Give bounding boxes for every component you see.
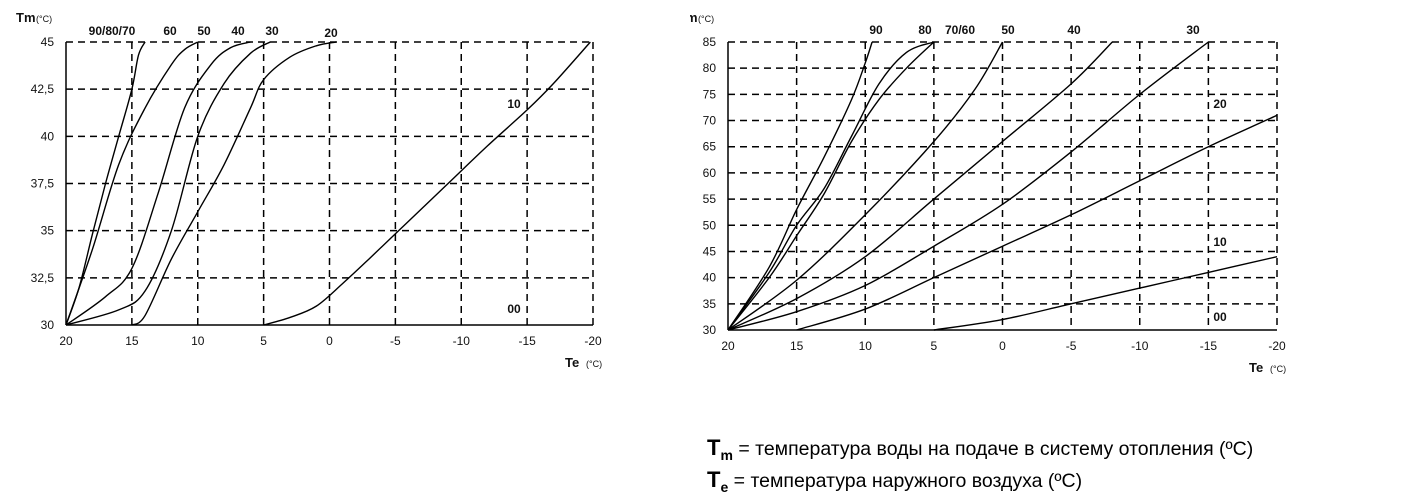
y-tick-label: 40 <box>41 129 55 143</box>
y-tick-label: 30 <box>703 323 717 337</box>
curve-30 <box>727 41 1209 331</box>
curve-label: 90/80/70 <box>89 24 136 38</box>
y-tick-label: 55 <box>703 192 717 206</box>
y-tick-label: 45 <box>41 35 55 49</box>
x-tick-label: 0 <box>326 334 333 348</box>
x-tick-label: 10 <box>859 339 873 353</box>
legend-te: Te = температура наружного воздуха (ºC) <box>707 467 1083 495</box>
curve-label: 10 <box>507 97 521 111</box>
y-tick-label: 75 <box>703 87 717 101</box>
x-tick-label: 5 <box>260 334 267 348</box>
curve-label: 30 <box>1186 23 1200 37</box>
curve-50 <box>65 41 251 326</box>
curve-label: 20 <box>1213 97 1227 111</box>
curve-60 <box>65 41 199 326</box>
curve-40 <box>65 41 271 326</box>
x-tick-label: -5 <box>390 334 401 348</box>
y-tick-label: 45 <box>703 244 717 258</box>
x-tick-label: 0 <box>999 339 1006 353</box>
x-tick-label: -20 <box>584 334 602 348</box>
x-tick-label: 20 <box>721 339 735 353</box>
x-tick-label: 15 <box>790 339 804 353</box>
curve-30 <box>131 41 337 326</box>
x-axis-unit: (°C) <box>1270 364 1286 374</box>
curve-label: 50 <box>1001 23 1015 37</box>
heating-curve-chart-right: 20 15 10 5 0 -5 -10 -15 -20303540455055606570758… <box>690 10 1286 375</box>
y-tick-label: 65 <box>703 140 717 154</box>
curve-10 <box>933 256 1278 331</box>
legend: Tm = температура воды на подаче в систем… <box>707 433 1253 497</box>
x-axis-label: Te <box>565 355 579 370</box>
y-tick-label: 70 <box>703 114 717 128</box>
curve-label: 00 <box>507 302 521 316</box>
y-tick-label: 35 <box>41 224 55 238</box>
curve-label: 00 <box>1213 310 1227 324</box>
y-tick-label: 85 <box>703 35 717 49</box>
x-axis-unit: (°C) <box>586 359 602 369</box>
x-tick-label: 10 <box>191 334 205 348</box>
curve-20 <box>796 114 1278 331</box>
y-tick-label: 30 <box>41 318 55 332</box>
x-tick-label: 15 <box>125 334 139 348</box>
legend-tm: Tm = температура воды на подаче в систем… <box>707 435 1254 463</box>
y-axis-unit: (°C) <box>36 14 52 24</box>
x-tick-label: -5 <box>1066 339 1077 353</box>
curve-50 <box>727 41 1004 331</box>
x-tick-label: 5 <box>931 339 938 353</box>
curve-label: 30 <box>265 24 279 38</box>
y-axis-unit: (°C) <box>698 14 714 24</box>
curve-label: 20 <box>324 26 338 40</box>
y-tick-label: 80 <box>703 61 717 75</box>
curve-label: 70/60 <box>945 23 975 37</box>
curve-20 <box>263 41 591 326</box>
curve-label: 90 <box>869 23 883 37</box>
curve-90-80-70 <box>65 41 146 326</box>
curve-80 <box>727 41 935 331</box>
curve-label: 40 <box>231 24 245 38</box>
curve-label: 60 <box>163 24 177 38</box>
y-tick-label: 42,5 <box>31 82 55 96</box>
curve-label: 10 <box>1213 235 1227 249</box>
curve-70-60 <box>727 41 935 331</box>
curve-40 <box>727 41 1113 331</box>
x-tick-label: -15 <box>1200 339 1218 353</box>
x-tick-label: -15 <box>518 334 536 348</box>
y-tick-label: 40 <box>703 271 717 285</box>
x-tick-label: 20 <box>59 334 73 348</box>
curve-label: 80 <box>918 23 932 37</box>
x-tick-label: -10 <box>1131 339 1149 353</box>
curve-label: 50 <box>197 24 211 38</box>
y-tick-label: 32,5 <box>31 271 55 285</box>
curve-label: 40 <box>1067 23 1081 37</box>
curve-90 <box>727 41 873 331</box>
heating-curve-chart-left: 20 15 10 5 0 -5 -10 -15 -203032,53537,54042,545T… <box>16 10 602 370</box>
y-tick-label: 60 <box>703 166 717 180</box>
x-tick-label: -20 <box>1268 339 1286 353</box>
y-tick-label: 50 <box>703 218 717 232</box>
y-axis-label: Tm <box>16 10 36 25</box>
y-tick-label: 35 <box>703 297 717 311</box>
x-axis-label: Te <box>1249 360 1263 375</box>
y-tick-label: 37,5 <box>31 177 55 191</box>
x-tick-label: -10 <box>453 334 471 348</box>
y-axis-label: Tm <box>690 10 698 25</box>
